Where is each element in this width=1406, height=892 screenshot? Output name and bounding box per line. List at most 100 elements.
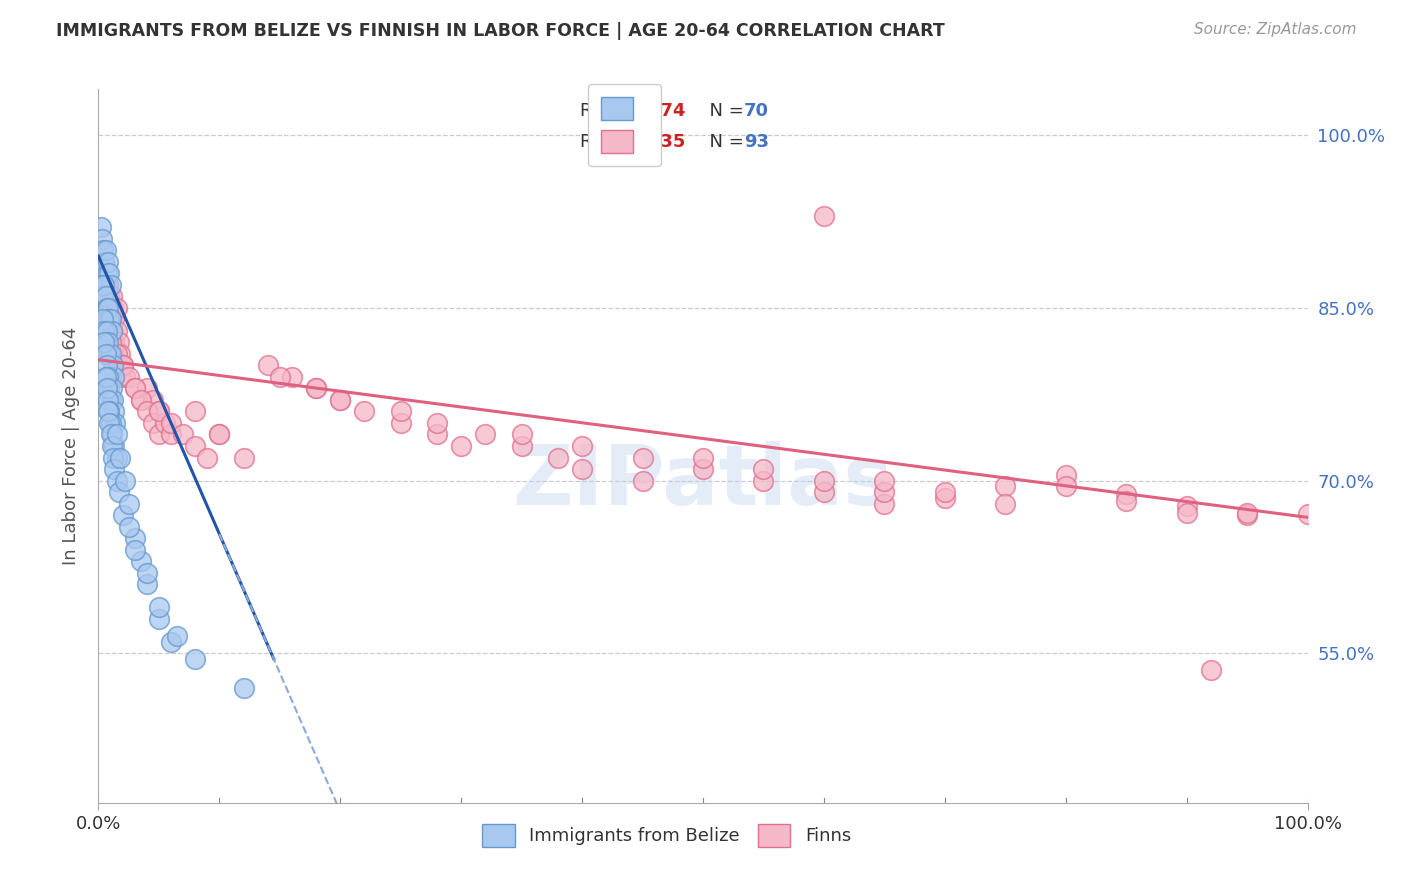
Point bbox=[281, 370, 304, 384]
Point bbox=[101, 359, 124, 373]
Point bbox=[100, 427, 122, 442]
Point bbox=[142, 416, 165, 430]
Point bbox=[389, 416, 412, 430]
Point bbox=[93, 277, 115, 292]
Point bbox=[1054, 479, 1077, 493]
Point bbox=[631, 450, 654, 465]
Point bbox=[124, 381, 146, 395]
Point bbox=[105, 301, 128, 315]
Point bbox=[108, 347, 131, 361]
Point bbox=[100, 301, 122, 315]
Point bbox=[1175, 499, 1198, 513]
Point bbox=[98, 312, 121, 326]
Point bbox=[142, 392, 165, 407]
Text: 70: 70 bbox=[744, 102, 769, 120]
Point bbox=[129, 392, 152, 407]
Point bbox=[100, 427, 122, 442]
Point bbox=[100, 277, 122, 292]
Point bbox=[329, 392, 352, 407]
Point bbox=[450, 439, 472, 453]
Point bbox=[96, 324, 118, 338]
Point bbox=[97, 301, 120, 315]
Point bbox=[1115, 494, 1137, 508]
Point bbox=[752, 474, 775, 488]
Point bbox=[97, 335, 120, 350]
Point bbox=[148, 600, 170, 615]
Point bbox=[1236, 506, 1258, 520]
Point bbox=[96, 359, 118, 373]
Point bbox=[426, 416, 449, 430]
Point bbox=[474, 427, 496, 442]
Point bbox=[135, 381, 157, 395]
Point bbox=[94, 335, 117, 350]
Point bbox=[160, 416, 183, 430]
Point bbox=[98, 324, 121, 338]
Point bbox=[101, 347, 124, 361]
Point bbox=[100, 347, 122, 361]
Point bbox=[118, 519, 141, 533]
Point bbox=[96, 381, 118, 395]
Point bbox=[97, 255, 120, 269]
Text: ZIPatlas: ZIPatlas bbox=[513, 442, 893, 522]
Point bbox=[184, 652, 207, 666]
Point bbox=[103, 335, 125, 350]
Point bbox=[329, 392, 352, 407]
Point bbox=[111, 359, 134, 373]
Point bbox=[100, 381, 122, 395]
Point bbox=[114, 474, 136, 488]
Point bbox=[91, 232, 114, 246]
Point bbox=[184, 404, 207, 418]
Point bbox=[1236, 508, 1258, 522]
Point bbox=[98, 416, 121, 430]
Point bbox=[148, 404, 170, 418]
Point bbox=[232, 681, 254, 695]
Point bbox=[547, 450, 569, 465]
Point bbox=[101, 324, 124, 338]
Point bbox=[105, 450, 128, 465]
Point bbox=[91, 289, 114, 303]
Point bbox=[114, 370, 136, 384]
Text: R =: R = bbox=[579, 102, 619, 120]
Point bbox=[873, 497, 896, 511]
Point bbox=[98, 347, 121, 361]
Point bbox=[97, 370, 120, 384]
Point bbox=[97, 392, 120, 407]
Point bbox=[692, 450, 714, 465]
Text: Source: ZipAtlas.com: Source: ZipAtlas.com bbox=[1194, 22, 1357, 37]
Point bbox=[129, 392, 152, 407]
Point bbox=[105, 474, 128, 488]
Point bbox=[97, 404, 120, 418]
Point bbox=[103, 359, 125, 373]
Point bbox=[153, 416, 176, 430]
Point bbox=[184, 439, 207, 453]
Point bbox=[96, 289, 118, 303]
Point bbox=[94, 244, 117, 258]
Point bbox=[305, 381, 328, 395]
Point bbox=[1115, 487, 1137, 501]
Point bbox=[91, 244, 114, 258]
Point bbox=[103, 312, 125, 326]
Point bbox=[1054, 467, 1077, 482]
Point bbox=[873, 474, 896, 488]
Point bbox=[108, 370, 131, 384]
Point bbox=[148, 427, 170, 442]
Point bbox=[124, 381, 146, 395]
Point bbox=[103, 404, 125, 418]
Point bbox=[91, 277, 114, 292]
Point bbox=[105, 347, 128, 361]
Point bbox=[93, 335, 115, 350]
Point bbox=[160, 634, 183, 648]
Text: 93: 93 bbox=[744, 134, 769, 152]
Point bbox=[94, 347, 117, 361]
Point bbox=[129, 554, 152, 568]
Point bbox=[100, 335, 122, 350]
Point bbox=[752, 462, 775, 476]
Point bbox=[305, 381, 328, 395]
Point bbox=[100, 324, 122, 338]
Point bbox=[103, 370, 125, 384]
Text: -0.335: -0.335 bbox=[621, 134, 685, 152]
Point bbox=[98, 381, 121, 395]
Point bbox=[256, 359, 278, 373]
Point bbox=[389, 404, 412, 418]
Point bbox=[108, 359, 131, 373]
